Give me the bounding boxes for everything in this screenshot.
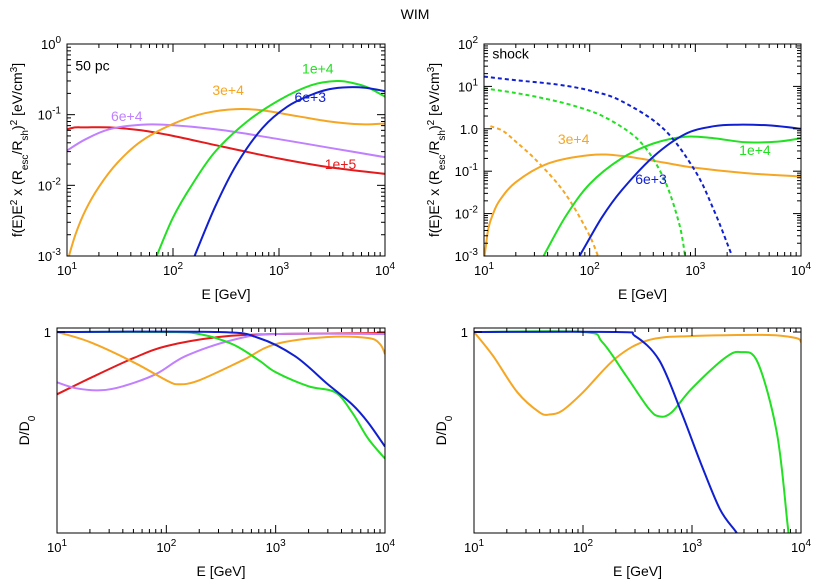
x-axis-label: E [GeV]	[618, 286, 667, 302]
chart-tl: 101 102 103 104 10-3 10-2 10-1 100 E [GeV] f(E)E2…	[9, 35, 396, 302]
series-label-6e-3: 6e+3	[635, 171, 667, 187]
x-tick-label: 104	[375, 538, 395, 555]
series-line-3e-4-shock	[490, 125, 599, 256]
y-tick-label: 101	[458, 77, 478, 94]
x-tick-label: 101	[464, 538, 484, 555]
series-line-orange	[57, 331, 385, 386]
x-axis-label: E [GeV]	[613, 563, 662, 579]
plot-frame	[56, 327, 386, 534]
series-line-3e-4	[67, 107, 385, 256]
x-axis-label: E [GeV]	[201, 286, 250, 302]
chart-br: 101 102 103 104 1 E [GeV] D/D0	[433, 325, 811, 579]
series-label-3e-4: 3e+4	[558, 131, 590, 147]
series-line-6e-4	[67, 123, 385, 159]
plot-frame	[483, 43, 802, 257]
x-tick-label: 103	[269, 261, 289, 278]
x-tick-label: 101	[57, 261, 77, 278]
series-line-6e-3	[193, 86, 385, 256]
x-tick-label: 103	[266, 538, 286, 555]
y-axis-label: D/D0	[16, 415, 38, 445]
x-tick-label: 101	[47, 538, 67, 555]
series-line-blue	[474, 330, 738, 533]
y-tick-label: 10-2	[455, 205, 479, 222]
y-axis-label: D/D0	[433, 415, 455, 445]
series-line-blue	[57, 330, 385, 448]
y-tick-label: 1	[461, 325, 468, 340]
series-line-6e-3	[578, 123, 801, 256]
y-tick-label: 102	[458, 35, 478, 52]
x-tick-label: 102	[573, 538, 593, 555]
series-line-1e-4-shock	[484, 87, 687, 256]
chart-bl: 101 102 103 104 1 E [GeV] D/D0	[16, 325, 395, 579]
series-group	[67, 79, 385, 256]
series-label-3e-4: 3e+4	[212, 82, 244, 98]
y-tick-label: 10-2	[38, 176, 62, 193]
plot-frame	[66, 43, 386, 257]
x-tick-label: 104	[791, 538, 811, 555]
series-group	[484, 75, 801, 256]
series-line-6e-3-shock	[484, 75, 734, 256]
panel-annotation: shock	[492, 46, 530, 62]
y-tick-label: 10-1	[38, 106, 62, 123]
x-tick-label: 102	[580, 261, 600, 278]
x-tick-label: 104	[375, 261, 395, 278]
series-label-1e-4: 1e+4	[739, 142, 771, 158]
x-tick-label: 102	[156, 538, 176, 555]
y-tick-label: 10-3	[38, 247, 62, 264]
y-tick-label: 1.0	[460, 122, 478, 137]
panel-annotation: 50 pc	[75, 58, 109, 74]
y-tick-label: 10-3	[455, 247, 479, 264]
y-tick-label: 100	[41, 35, 61, 52]
x-tick-label: 103	[682, 538, 702, 555]
figure-title: WIM	[400, 6, 430, 22]
series-label-6e-3: 6e+3	[294, 89, 326, 105]
chart-tr: 101 102 103 104 10-3 10-2 10-1 1.0 101 102 E [GeV]…	[426, 35, 812, 302]
series-label-1e-4: 1e+4	[302, 61, 334, 77]
y-tick-label: 10-1	[455, 162, 479, 179]
y-axis-label: f(E)E2 x (Resc/Rsh)2 [eV/cm3]	[426, 63, 448, 237]
series-label-1e-5: 1e+5	[325, 156, 357, 172]
y-tick-label: 1	[44, 325, 51, 340]
x-axis-label: E [GeV]	[196, 563, 245, 579]
series-line-1e-4	[155, 79, 385, 256]
plot-frame	[473, 327, 802, 534]
series-line-orange	[474, 331, 801, 416]
series-line-3e-4	[484, 153, 801, 256]
series-label-6e-4: 6e+4	[111, 108, 143, 124]
series-line-purple	[57, 332, 385, 392]
x-tick-label: 102	[163, 261, 183, 278]
series-group	[57, 330, 385, 460]
x-tick-label: 101	[474, 261, 494, 278]
x-tick-label: 103	[685, 261, 705, 278]
series-line-green	[474, 330, 790, 533]
series-line-green	[57, 330, 385, 460]
y-axis-label: f(E)E2 x (Resc/Rsh)2 [eV/cm3]	[9, 63, 31, 237]
series-line-1e-4	[542, 135, 801, 256]
series-group	[474, 330, 801, 533]
x-tick-label: 104	[791, 261, 811, 278]
